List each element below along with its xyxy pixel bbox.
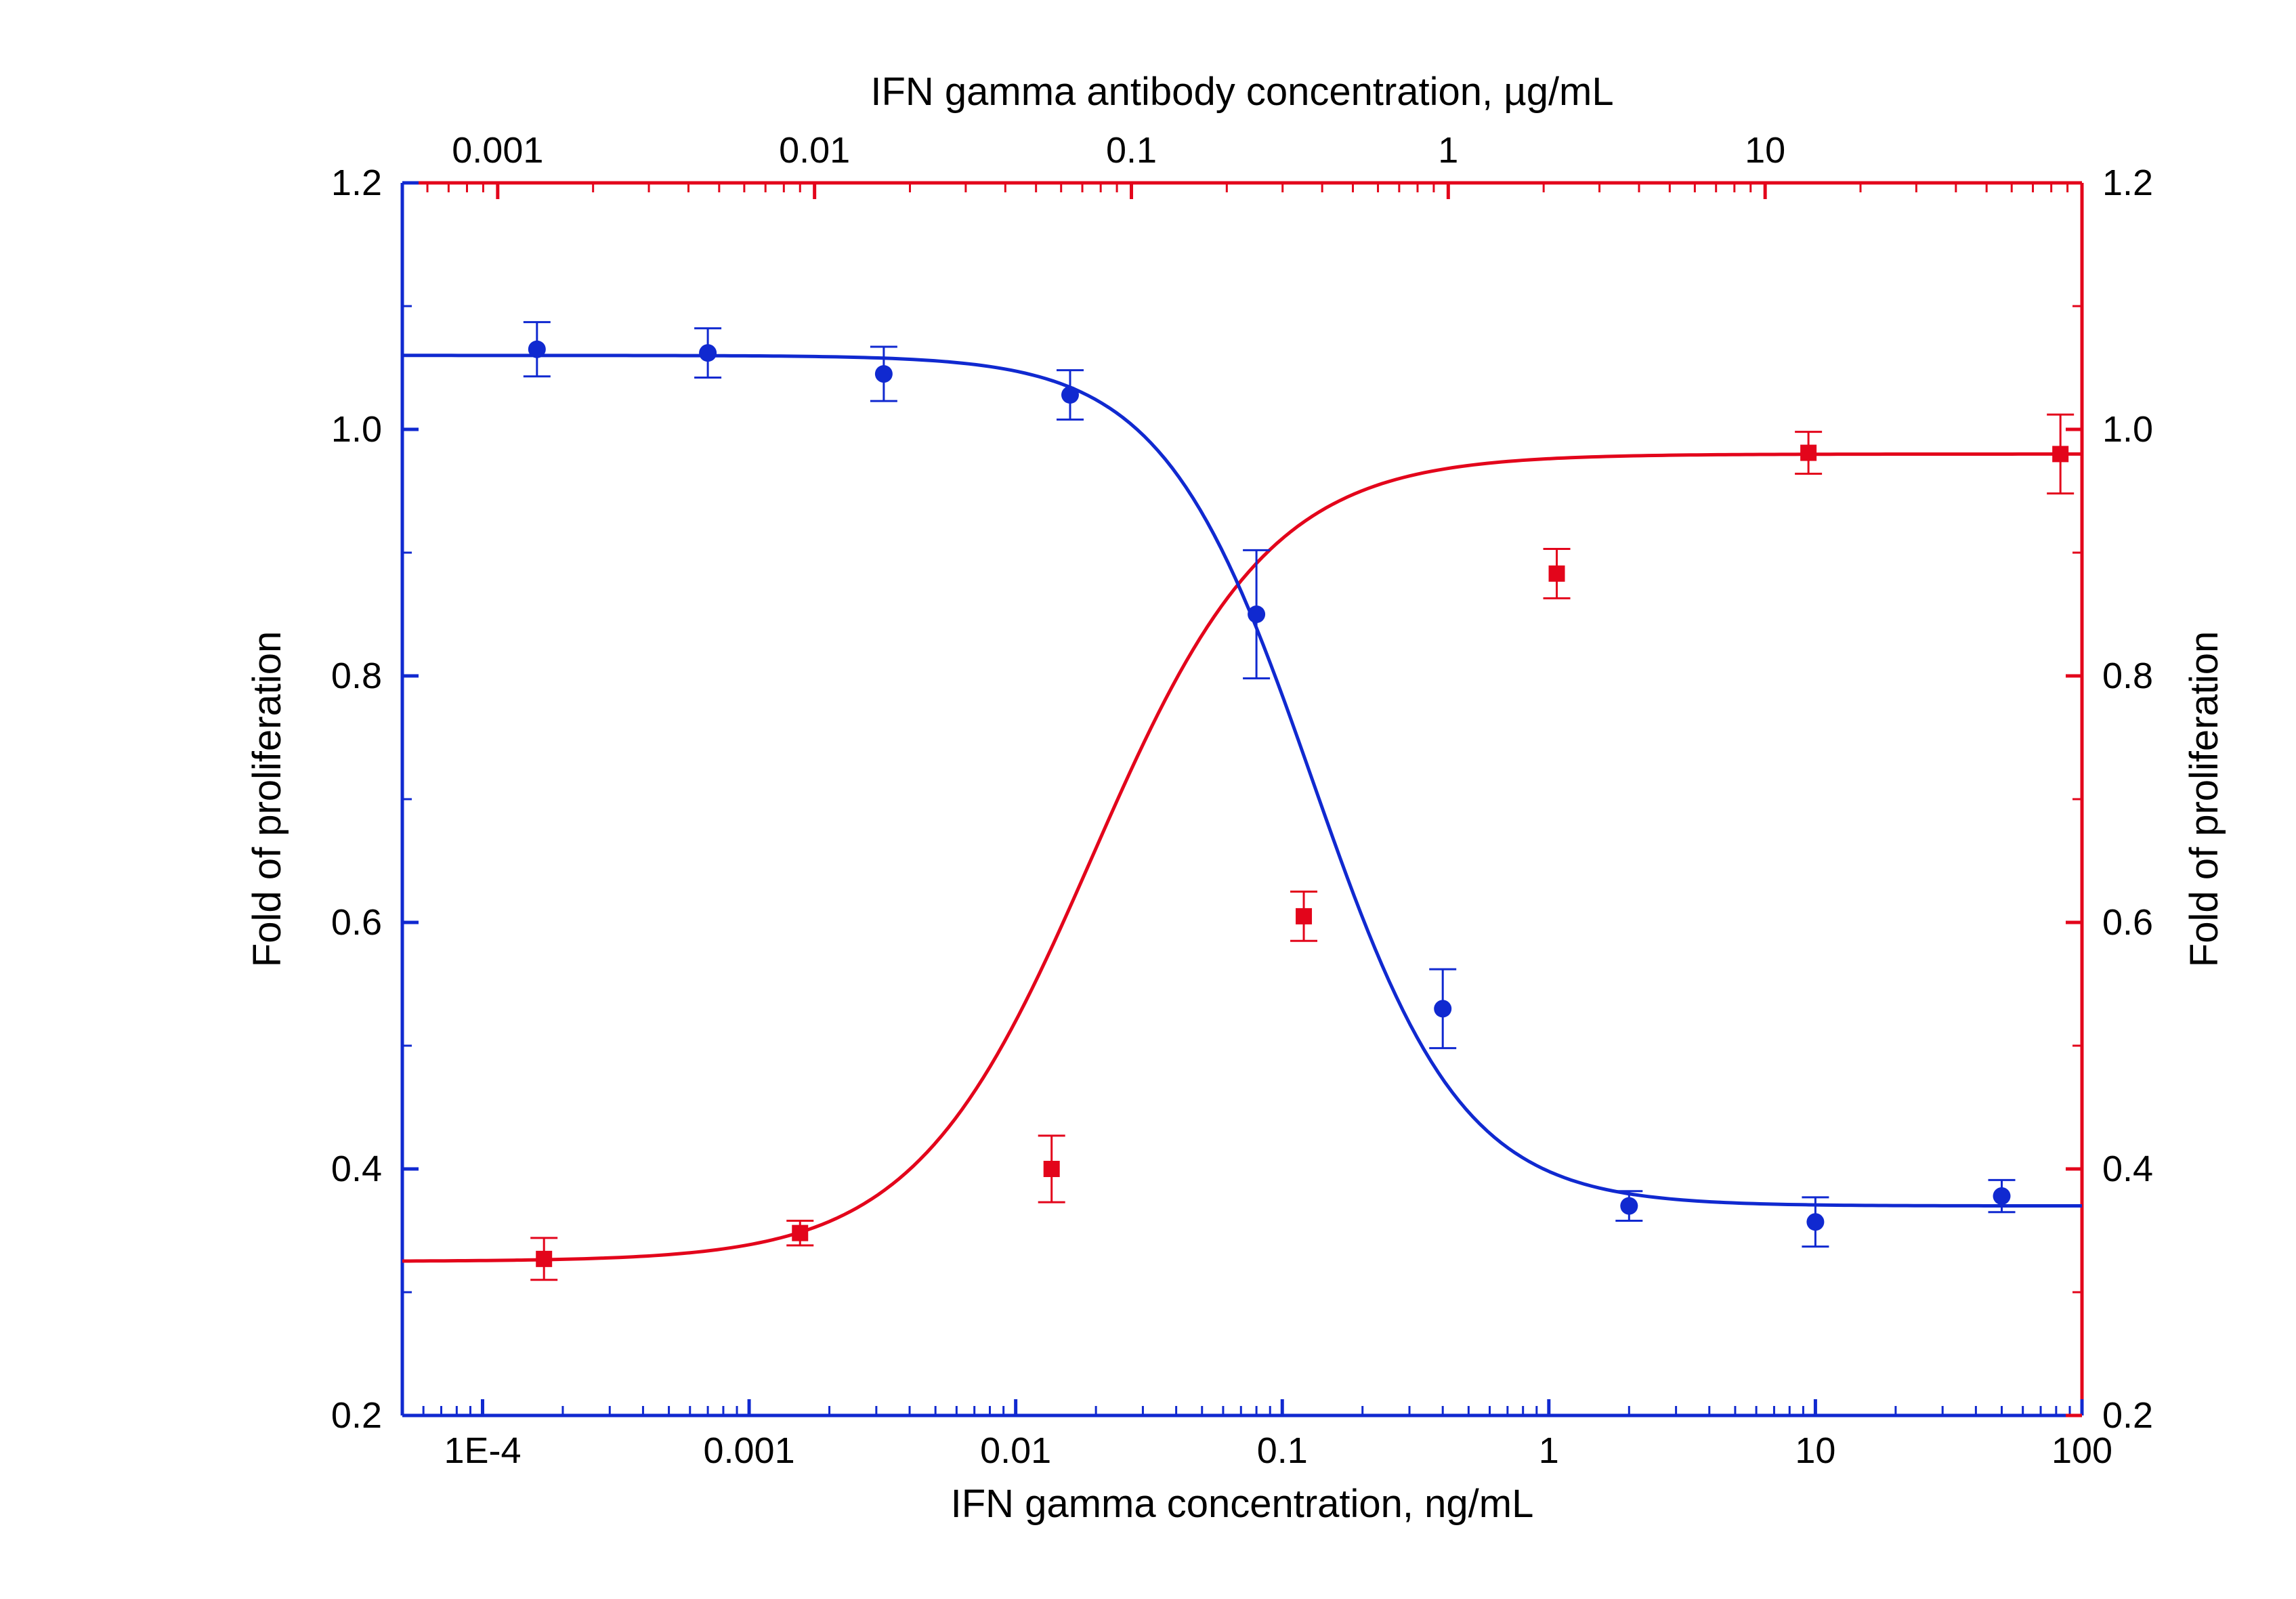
red-series-fit-curve xyxy=(402,454,2082,1261)
right-tick-label: 1.2 xyxy=(2102,163,2153,203)
blue-series-marker xyxy=(1806,1213,1824,1231)
left-tick-label: 1.0 xyxy=(331,409,382,450)
left-tick-label: 1.2 xyxy=(331,163,382,203)
bottom-tick-label: 1 xyxy=(1539,1430,1559,1471)
top-tick-label: 0.1 xyxy=(1106,130,1157,171)
top-tick-label: 10 xyxy=(1745,130,1785,171)
blue-series-marker xyxy=(1061,386,1079,404)
right-axis-label: Fold of proliferation xyxy=(2182,631,2226,967)
left-tick-label: 0.8 xyxy=(331,656,382,696)
red-series-marker xyxy=(1549,566,1565,582)
blue-series-marker xyxy=(528,341,546,358)
blue-series-marker xyxy=(1434,1000,1451,1017)
top-tick-label: 0.01 xyxy=(779,130,850,171)
red-series-marker xyxy=(2052,446,2068,462)
blue-series-marker xyxy=(875,365,893,383)
left-axis-label: Fold of proliferation xyxy=(245,631,289,967)
red-series-marker xyxy=(1800,445,1816,461)
blue-series-marker xyxy=(1248,605,1265,623)
top-axis-label: IFN gamma antibody concentration, µg/mL xyxy=(870,70,1613,114)
bottom-tick-label: 0.001 xyxy=(703,1430,794,1471)
bottom-tick-label: 100 xyxy=(2051,1430,2112,1471)
bottom-tick-label: 0.1 xyxy=(1257,1430,1308,1471)
top-tick-label: 0.001 xyxy=(452,130,543,171)
left-tick-label: 0.6 xyxy=(331,902,382,943)
right-tick-label: 0.6 xyxy=(2102,902,2153,943)
right-tick-label: 1.0 xyxy=(2102,409,2153,450)
blue-series-marker xyxy=(1993,1187,2011,1205)
plot-group xyxy=(402,322,2296,1280)
top-tick-label: 1 xyxy=(1438,130,1458,171)
left-tick-label: 0.4 xyxy=(331,1149,382,1189)
bottom-tick-label: 1E-4 xyxy=(444,1430,521,1471)
right-tick-label: 0.8 xyxy=(2102,656,2153,696)
red-series-marker xyxy=(536,1251,552,1267)
red-series-marker xyxy=(1296,908,1312,924)
blue-series-marker xyxy=(699,344,717,362)
bottom-tick-label: 10 xyxy=(1795,1430,1835,1471)
blue-series-marker xyxy=(1620,1197,1638,1215)
right-tick-label: 0.2 xyxy=(2102,1395,2153,1436)
bottom-tick-label: 0.01 xyxy=(980,1430,1051,1471)
red-series-marker xyxy=(792,1225,808,1241)
blue-series-fit-curve xyxy=(402,356,2082,1206)
red-series-marker xyxy=(1044,1161,1060,1177)
left-tick-label: 0.2 xyxy=(331,1395,382,1436)
right-tick-label: 0.4 xyxy=(2102,1149,2153,1189)
dose-response-chart: 1E-4 0.001 0.01 0.1 1 10 100 0.001 0.01 0.1 1 10 0.2… xyxy=(0,0,2296,1599)
bottom-axis-label: IFN gamma concentration, ng/mL xyxy=(951,1482,1534,1526)
